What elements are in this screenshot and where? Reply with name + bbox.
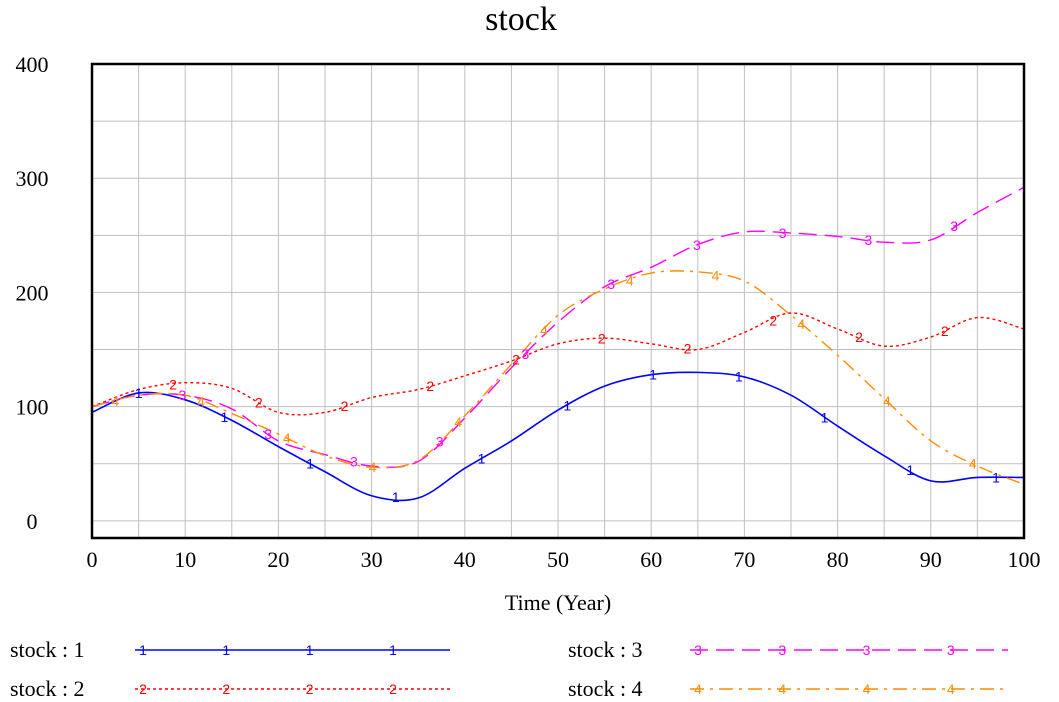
- series-marker-3: 3: [693, 237, 701, 253]
- legend-marker-1: 1: [306, 642, 314, 658]
- series-marker-3: 3: [864, 232, 872, 248]
- series-marker-4: 4: [111, 393, 119, 409]
- legend-marker-1: 1: [222, 642, 230, 658]
- legend-label-2: stock : 2: [10, 676, 85, 701]
- series-marker-1: 1: [392, 489, 400, 505]
- y-tick-label: 300: [16, 166, 49, 191]
- legend-marker-3: 3: [694, 642, 702, 658]
- series-marker-1: 1: [135, 385, 143, 401]
- x-tick-label: 40: [454, 547, 476, 572]
- legend-marker-1: 1: [139, 642, 147, 658]
- series-marker-4: 4: [283, 430, 291, 446]
- legend-marker-4: 4: [863, 681, 871, 697]
- y-tick-label: 200: [16, 280, 49, 305]
- x-axis-label: Time (Year): [505, 590, 611, 615]
- series-marker-1: 1: [649, 367, 657, 383]
- x-tick-label: 30: [361, 547, 383, 572]
- series-marker-2: 2: [855, 329, 863, 345]
- series-marker-4: 4: [883, 393, 891, 409]
- series-marker-3: 3: [436, 434, 444, 450]
- x-tick-label: 20: [267, 547, 289, 572]
- legend-marker-2: 2: [222, 681, 230, 697]
- series-marker-4: 4: [197, 393, 205, 409]
- series-marker-1: 1: [735, 368, 743, 384]
- legend-marker-3: 3: [863, 642, 871, 658]
- series-marker-4: 4: [454, 414, 462, 430]
- series-marker-4: 4: [626, 272, 634, 288]
- series-marker-1: 1: [478, 450, 486, 466]
- series-marker-1: 1: [821, 409, 829, 425]
- series-marker-4: 4: [712, 267, 720, 283]
- series-line-1: [91, 371, 1025, 502]
- y-tick-label: 100: [16, 395, 49, 420]
- series-marker-3: 3: [521, 346, 529, 362]
- series-marker-3: 3: [179, 387, 187, 403]
- x-tick-label: 10: [174, 547, 196, 572]
- legend-marker-4: 4: [694, 681, 702, 697]
- series-marker-2: 2: [169, 376, 177, 392]
- plot-frame: [90, 62, 1026, 540]
- series-marker-1: 1: [306, 456, 314, 472]
- x-tick-label: 100: [1008, 547, 1041, 572]
- series-marker-1: 1: [220, 409, 228, 425]
- legend-marker-1: 1: [389, 642, 397, 658]
- legend: stock : 1 1 1 1 1 stock : 2 2 2 2 2 stock : 3 3 3 3 3 s…: [10, 637, 1008, 701]
- series-marker-2: 2: [512, 351, 520, 367]
- x-tick-label: 80: [827, 547, 849, 572]
- series-marker-1: 1: [992, 469, 1000, 485]
- series-marker-3: 3: [950, 218, 958, 234]
- y-tick-label: 0: [27, 509, 38, 534]
- legend-label-3: stock : 3: [568, 637, 643, 662]
- legend-label-4: stock : 4: [568, 676, 643, 701]
- legend-marker-3: 3: [778, 642, 786, 658]
- chart-title: stock: [485, 1, 557, 38]
- series-lines: [91, 186, 1025, 502]
- series-marker-3: 3: [264, 426, 272, 442]
- series-marker-4: 4: [540, 322, 548, 338]
- series-marker-2: 2: [941, 323, 949, 339]
- y-axis: 0 100 200 300 400: [16, 52, 49, 534]
- legend-label-1: stock : 1: [10, 637, 85, 662]
- series-marker-3: 3: [607, 276, 615, 292]
- series-marker-4: 4: [797, 316, 805, 332]
- series-marker-2: 2: [769, 312, 777, 328]
- legend-marker-2: 2: [139, 681, 147, 697]
- series-marker-2: 2: [255, 394, 263, 410]
- legend-marker-4: 4: [947, 681, 955, 697]
- x-tick-label: 0: [87, 547, 98, 572]
- x-tick-label: 50: [547, 547, 569, 572]
- series-marker-1: 1: [563, 397, 571, 413]
- series-marker-2: 2: [598, 330, 606, 346]
- series-marker-3: 3: [779, 225, 787, 241]
- y-tick-label: 400: [16, 52, 49, 77]
- series-marker-3: 3: [350, 454, 358, 470]
- x-tick-label: 90: [920, 547, 942, 572]
- grid: [92, 64, 1024, 538]
- legend-marker-3: 3: [947, 642, 955, 658]
- series-marker-1: 1: [906, 462, 914, 478]
- legend-marker-2: 2: [389, 681, 397, 697]
- series-marker-4: 4: [969, 456, 977, 472]
- series-marker-2: 2: [341, 398, 349, 414]
- legend-marker-4: 4: [778, 681, 786, 697]
- series-marker-2: 2: [684, 340, 692, 356]
- series-marker-2: 2: [426, 378, 434, 394]
- x-tick-label: 60: [640, 547, 662, 572]
- series-line-3: [91, 186, 1025, 468]
- x-axis: 0 10 20 30 40 50 60 70 80 90 100: [87, 547, 1041, 572]
- series-line-2: [91, 312, 1025, 416]
- legend-marker-2: 2: [306, 681, 314, 697]
- series-marker-4: 4: [369, 459, 377, 475]
- series-line-4: [91, 270, 1025, 485]
- x-tick-label: 70: [733, 547, 755, 572]
